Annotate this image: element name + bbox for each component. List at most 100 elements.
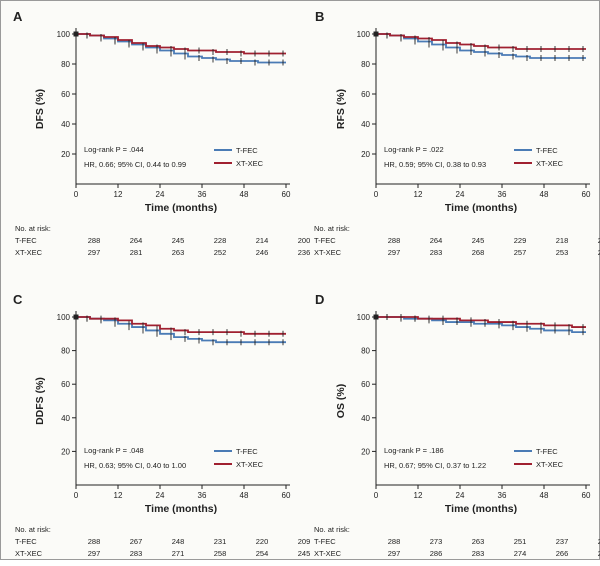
x-tick-label: 36 (498, 491, 507, 500)
risk-value: 264 (130, 236, 143, 245)
start-marker (73, 31, 79, 37)
x-tick-label: 48 (240, 190, 249, 199)
y-tick-label: 60 (361, 90, 370, 99)
risk-value: 220 (598, 537, 600, 546)
risk-value: 288 (88, 537, 101, 546)
y-axis-label: DFS (%) (34, 89, 46, 129)
risk-value: 237 (556, 537, 569, 546)
y-tick-label: 80 (61, 60, 70, 69)
panel-letter: B (315, 9, 324, 24)
risk-value: 236 (298, 248, 311, 257)
y-tick-label: 60 (361, 380, 370, 389)
legend-label: XT-XEC (536, 159, 564, 168)
risk-value: 245 (172, 236, 185, 245)
risk-table-header: No. at risk: (15, 525, 51, 534)
y-tick-label: 80 (361, 347, 370, 356)
risk-row-label: XT-XEC (15, 248, 43, 257)
km-curve-t-fec (376, 33, 586, 59)
risk-value: 214 (256, 236, 269, 245)
y-tick-label: 100 (57, 30, 71, 39)
risk-value: 228 (214, 236, 227, 245)
hazard-ratio-annotation: HR, 0.63; 95% CI, 0.40 to 1.00 (84, 461, 186, 470)
logrank-annotation: Log-rank P = .044 (84, 145, 144, 154)
km-curve-xt-xec (76, 316, 286, 335)
y-tick-label: 80 (61, 347, 70, 356)
x-tick-label: 48 (540, 491, 549, 500)
x-axis-label: Time (months) (445, 503, 517, 515)
km-curve-xt-xec (376, 33, 586, 50)
panel-b: B 20 40 60 80 100 0 12 24 36 48 60 Time (months) RFS … (314, 9, 600, 257)
risk-value: 253 (556, 248, 569, 257)
risk-value: 251 (514, 537, 527, 546)
risk-value: 252 (214, 248, 227, 257)
risk-row-label: T-FEC (15, 236, 37, 245)
risk-value: 231 (214, 537, 227, 546)
x-tick-label: 0 (74, 190, 79, 199)
y-axis-label: OS (%) (335, 384, 347, 418)
y-tick-label: 60 (61, 90, 70, 99)
y-tick-label: 40 (361, 414, 370, 423)
risk-row-label: XT-XEC (15, 549, 43, 558)
panel-c: C 20 40 60 80 100 0 12 24 36 48 60 Time (months) DDFS… (13, 292, 310, 558)
legend-label: T-FEC (236, 146, 258, 155)
risk-row-label: T-FEC (15, 537, 37, 546)
y-tick-label: 20 (61, 447, 70, 456)
risk-value: 283 (430, 248, 443, 257)
x-tick-label: 48 (540, 190, 549, 199)
x-axis-label: Time (months) (145, 202, 217, 214)
risk-value: 245 (472, 236, 485, 245)
x-axis-label: Time (months) (145, 503, 217, 515)
risk-value: 218 (556, 236, 569, 245)
hazard-ratio-annotation: HR, 0.59; 95% CI, 0.38 to 0.93 (384, 160, 486, 169)
risk-value: 263 (172, 248, 185, 257)
x-tick-label: 36 (498, 190, 507, 199)
risk-value: 257 (514, 248, 527, 257)
risk-value: 266 (556, 549, 569, 558)
y-tick-label: 80 (361, 60, 370, 69)
y-tick-label: 40 (61, 414, 70, 423)
legend-label: XT-XEC (236, 159, 264, 168)
risk-value: 258 (214, 549, 227, 558)
x-tick-label: 24 (456, 190, 465, 199)
risk-value: 263 (472, 537, 485, 546)
x-axis-label: Time (months) (445, 202, 517, 214)
x-tick-label: 36 (198, 491, 207, 500)
panel-a: A 20 40 60 80 100 0 12 24 36 48 60 Time (months) DFS … (13, 9, 310, 257)
risk-value: 264 (430, 236, 443, 245)
risk-value: 283 (472, 549, 485, 558)
risk-value: 253 (598, 549, 600, 558)
x-tick-label: 60 (282, 491, 291, 500)
x-tick-label: 60 (582, 491, 591, 500)
risk-value: 273 (430, 537, 443, 546)
x-tick-label: 60 (582, 190, 591, 199)
risk-value: 281 (130, 248, 143, 257)
x-tick-label: 48 (240, 491, 249, 500)
risk-value: 286 (430, 549, 443, 558)
x-tick-label: 12 (414, 491, 423, 500)
legend-label: T-FEC (536, 447, 558, 456)
risk-value: 297 (88, 248, 101, 257)
hazard-ratio-annotation: HR, 0.67; 95% CI, 0.37 to 1.22 (384, 461, 486, 470)
risk-row-label: XT-XEC (314, 248, 342, 257)
logrank-annotation: Log-rank P = .048 (84, 446, 144, 455)
risk-value: 229 (514, 236, 527, 245)
km-curve-t-fec (76, 33, 286, 64)
km-curve-t-fec (76, 316, 286, 344)
x-tick-label: 60 (282, 190, 291, 199)
y-tick-label: 100 (57, 313, 71, 322)
x-tick-label: 36 (198, 190, 207, 199)
risk-table-header: No. at risk: (15, 224, 51, 233)
risk-table-header: No. at risk: (314, 224, 350, 233)
risk-value: 244 (598, 248, 600, 257)
risk-value: 254 (256, 549, 269, 558)
y-tick-label: 60 (61, 380, 70, 389)
panel-d: D 20 40 60 80 100 0 12 24 36 48 60 Time (months) OS (… (314, 292, 600, 558)
x-tick-label: 24 (156, 491, 165, 500)
risk-row-label: T-FEC (314, 236, 336, 245)
panel-letter: D (315, 292, 324, 307)
risk-value: 246 (256, 248, 269, 257)
y-tick-label: 40 (61, 120, 70, 129)
risk-value: 297 (388, 248, 401, 257)
